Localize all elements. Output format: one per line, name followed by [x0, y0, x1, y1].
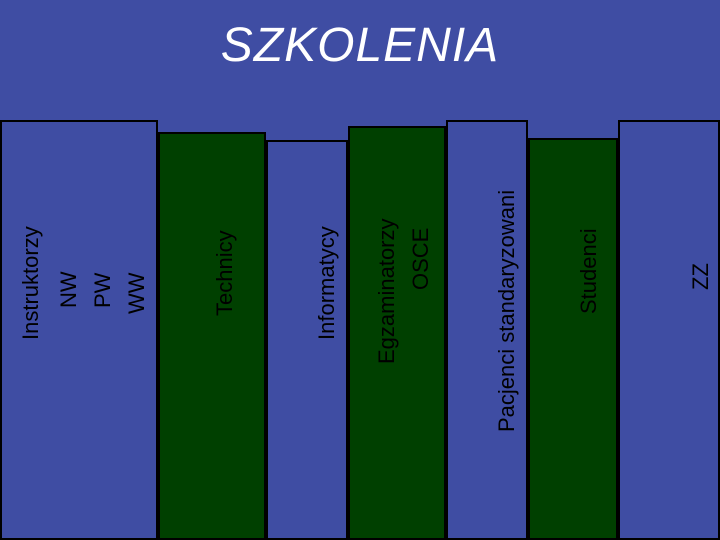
bar-informatycy — [266, 140, 348, 540]
bar-label-egzaminatorzy: Egzaminatorzy — [374, 218, 400, 364]
bar-label-instruktorzy: PW — [90, 273, 116, 308]
bar-label-technicy: Technicy — [212, 230, 238, 316]
bar-label-informatycy: Informatycy — [314, 226, 340, 340]
bar-label-zz: ZZ — [688, 263, 714, 290]
bar-label-instruktorzy: NW — [56, 271, 82, 308]
slide-title: SZKOLENIA — [0, 18, 720, 73]
bar-label-instruktorzy: WW — [124, 272, 150, 314]
bar-label-pacjenci: Pacjenci standaryzowani — [494, 190, 520, 432]
bar-label-egzaminatorzy: OSCE — [408, 228, 434, 290]
bar-studenci — [528, 138, 618, 540]
bars-region: Instruktorzy NWPWWW Technicy Informatycy Egz… — [0, 120, 720, 540]
bar-technicy — [158, 132, 266, 540]
bar-label-studenci: Studenci — [576, 228, 602, 314]
bar-zz — [618, 120, 720, 540]
slide: SZKOLENIA Instruktorzy NWPWWW Technicy Info… — [0, 0, 720, 540]
bar-label-instruktorzy: Instruktorzy — [18, 226, 44, 340]
